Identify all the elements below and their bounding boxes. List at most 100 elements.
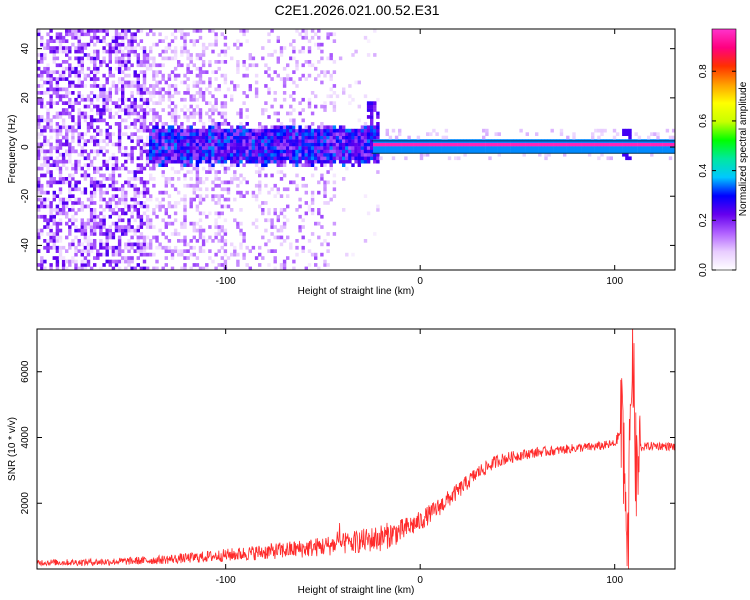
heat-cell	[205, 111, 209, 116]
heat-cell	[127, 115, 131, 119]
heat-cell	[307, 204, 312, 209]
heat-cell	[314, 252, 318, 257]
heat-cell	[195, 111, 200, 116]
heat-cell	[145, 152, 150, 157]
heat-cell	[46, 122, 50, 126]
heat-cell	[301, 235, 305, 240]
heat-cell	[195, 170, 200, 174]
heat-cell	[43, 56, 47, 61]
heat-cell	[438, 149, 442, 154]
heat-cell	[192, 42, 196, 47]
heat-cell	[276, 128, 280, 133]
heat-cell	[323, 142, 327, 147]
heat-cell	[83, 163, 88, 167]
heat-cell	[230, 152, 234, 157]
heat-cell	[105, 252, 109, 257]
heat-cell	[668, 135, 673, 140]
heat-cell	[254, 149, 259, 154]
heat-cell	[267, 190, 271, 195]
heat-cell	[189, 94, 193, 99]
heat-cell	[40, 53, 44, 57]
heat-cell	[220, 187, 224, 192]
heat-cell	[264, 183, 268, 188]
heat-cell	[335, 139, 340, 143]
heat-cell	[111, 73, 116, 78]
heat-cell	[201, 228, 206, 233]
heat-cell	[310, 190, 315, 195]
heat-cell	[71, 42, 75, 47]
heat-cell	[136, 194, 140, 198]
heat-cell	[236, 125, 240, 130]
heat-cell	[264, 163, 268, 167]
heat-cell	[133, 218, 137, 223]
heat-cell	[133, 170, 137, 174]
heat-cell	[71, 29, 75, 33]
heat-cell	[307, 60, 312, 64]
heat-cell	[142, 211, 147, 216]
heat-cell	[145, 104, 150, 109]
heat-cell	[43, 156, 47, 161]
heat-cell	[142, 53, 147, 57]
heat-cell	[301, 163, 305, 167]
heat-cell	[180, 252, 184, 257]
heat-cell	[93, 118, 97, 123]
heat-cell	[264, 142, 268, 147]
heat-cell	[214, 97, 218, 102]
heat-cell	[220, 204, 224, 209]
heat-cell	[251, 190, 256, 195]
heat-cell	[226, 132, 231, 136]
heat-cell	[117, 187, 122, 192]
heat-cell	[376, 170, 380, 174]
heat-cell	[149, 128, 153, 133]
heat-cell	[145, 235, 150, 240]
heat-cell	[55, 235, 60, 240]
heat-cell	[373, 125, 377, 130]
heat-cell	[43, 125, 47, 130]
heat-cell	[68, 56, 72, 61]
heat-cell	[338, 139, 343, 143]
heat-cell	[102, 159, 106, 164]
heat-cell	[46, 42, 50, 47]
heat-cell	[279, 208, 284, 212]
heat-cell	[37, 146, 41, 150]
heat-cell	[357, 135, 361, 140]
heat-cell	[105, 249, 109, 253]
heat-cell	[326, 94, 330, 99]
heat-cell	[286, 156, 290, 161]
heat-cell	[258, 159, 262, 164]
heat-cell	[301, 142, 305, 147]
heat-cell	[124, 29, 128, 33]
heat-cell	[117, 80, 122, 85]
heat-cell	[230, 242, 234, 247]
heat-cell	[292, 142, 296, 147]
heat-cell	[130, 32, 134, 37]
heat-cell	[133, 249, 137, 253]
heat-cell	[186, 149, 190, 154]
heat-cell	[108, 91, 112, 95]
heat-cell	[55, 259, 60, 264]
heat-cell	[594, 146, 598, 150]
spectrogram-y-label: Frequency (Hz)	[7, 115, 18, 184]
heat-cell	[214, 142, 218, 147]
heat-cell	[198, 139, 203, 143]
heat-cell	[273, 135, 277, 140]
y-tick-label: 4000	[20, 426, 31, 449]
heat-cell	[61, 111, 66, 116]
heat-cell	[208, 60, 212, 64]
heat-cell	[145, 53, 150, 57]
heat-cell	[286, 142, 290, 147]
heat-cell	[158, 97, 162, 102]
heat-cell	[65, 152, 69, 157]
heat-cell	[314, 104, 318, 109]
heat-cell	[58, 159, 63, 164]
heat-cell	[195, 152, 200, 157]
heat-cell	[233, 135, 237, 140]
heat-cell	[612, 149, 617, 154]
heat-cell	[522, 146, 526, 150]
chart-title: C2E1.2026.021.00.52.E31	[274, 2, 440, 18]
heat-cell	[329, 125, 333, 130]
heat-cell	[74, 49, 78, 54]
heat-cell	[647, 135, 651, 140]
heat-cell	[61, 35, 66, 40]
heat-cell	[189, 125, 193, 130]
